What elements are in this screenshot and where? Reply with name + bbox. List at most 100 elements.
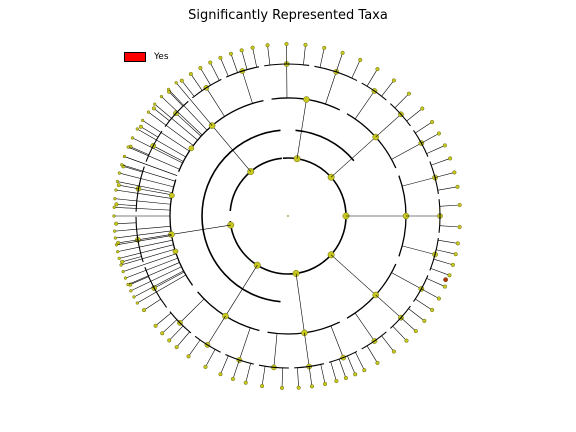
branch-line bbox=[426, 145, 445, 154]
taxon-node bbox=[413, 329, 418, 334]
branch-line bbox=[430, 268, 450, 276]
branch-line bbox=[230, 53, 238, 73]
branch-line bbox=[148, 111, 194, 146]
clade-arc bbox=[135, 216, 144, 263]
branch-line bbox=[137, 128, 186, 158]
clade-arc bbox=[258, 364, 289, 369]
branch-line bbox=[354, 90, 375, 120]
taxon-node bbox=[174, 81, 178, 85]
taxon-node bbox=[208, 60, 213, 65]
branch-line bbox=[439, 225, 460, 228]
branch-line bbox=[154, 103, 198, 141]
taxon-node bbox=[114, 202, 119, 207]
taxon-node bbox=[198, 65, 203, 71]
taxon-node bbox=[422, 318, 427, 323]
branch-line bbox=[119, 244, 174, 259]
branch-line bbox=[122, 256, 142, 263]
branch-line bbox=[220, 355, 229, 375]
taxon-node bbox=[168, 192, 175, 199]
branch-line bbox=[225, 265, 258, 317]
taxon-node bbox=[138, 124, 144, 129]
clade-arc bbox=[145, 130, 163, 162]
taxon-node bbox=[166, 87, 171, 92]
taxon-node bbox=[375, 67, 380, 72]
branch-line bbox=[169, 325, 184, 341]
taxon-node bbox=[391, 78, 396, 83]
branch-line bbox=[296, 99, 307, 159]
taxon-node bbox=[353, 372, 358, 377]
taxon-node bbox=[284, 41, 289, 47]
clade-arc bbox=[191, 78, 222, 99]
clade-arc bbox=[135, 166, 145, 212]
taxon-node bbox=[186, 354, 191, 359]
branch-line bbox=[130, 266, 182, 292]
taxon-node bbox=[253, 261, 261, 269]
branch-line bbox=[330, 254, 376, 296]
branch-line bbox=[175, 82, 213, 126]
branch-line bbox=[438, 239, 458, 244]
taxon-node bbox=[151, 106, 156, 111]
taxon-node bbox=[160, 331, 165, 336]
taxon-node bbox=[117, 171, 122, 175]
branch-line bbox=[168, 89, 208, 131]
taxon-node bbox=[140, 118, 145, 123]
taxon-node bbox=[114, 221, 119, 226]
branch-line bbox=[132, 137, 183, 164]
taxon-node bbox=[447, 273, 452, 278]
taxon-node bbox=[218, 372, 223, 377]
branch-line bbox=[426, 278, 445, 287]
branch-line bbox=[176, 331, 190, 348]
branch-line bbox=[130, 276, 149, 285]
branch-line bbox=[117, 181, 173, 193]
branch-line bbox=[347, 355, 356, 375]
branch-line bbox=[406, 108, 423, 122]
branch-line bbox=[381, 335, 395, 352]
branch-line bbox=[391, 142, 422, 160]
taxon-node bbox=[455, 184, 460, 189]
taxon-node bbox=[334, 379, 339, 384]
branch-line bbox=[391, 272, 422, 290]
taxon-node bbox=[293, 155, 301, 163]
taxon-node bbox=[203, 364, 208, 369]
branch-line bbox=[130, 146, 149, 156]
taxon-node bbox=[239, 48, 244, 53]
branch-line bbox=[400, 317, 417, 332]
taxon-node bbox=[448, 156, 453, 161]
branch-line bbox=[128, 146, 180, 170]
taxon-node bbox=[117, 256, 121, 261]
taxon-node bbox=[250, 45, 255, 50]
taxon-node bbox=[303, 42, 308, 47]
branch-line bbox=[433, 258, 454, 266]
branch-line bbox=[394, 93, 410, 109]
taxon-node bbox=[114, 188, 118, 192]
branch-line bbox=[116, 235, 172, 246]
taxon-node bbox=[309, 384, 314, 389]
branch-line bbox=[355, 352, 365, 371]
branch-line bbox=[421, 288, 440, 299]
branch-line bbox=[190, 73, 203, 91]
taxon-node bbox=[116, 249, 120, 254]
legend-label-yes: Yes bbox=[154, 52, 169, 62]
branch-line bbox=[354, 312, 375, 342]
taxon-node bbox=[455, 241, 460, 246]
clade-arc bbox=[144, 266, 168, 308]
branch-line bbox=[161, 96, 203, 136]
branch-line bbox=[261, 366, 266, 387]
branch-line bbox=[211, 125, 251, 172]
taxon-node bbox=[129, 289, 133, 293]
clade-arc bbox=[229, 157, 283, 212]
clade-arc bbox=[389, 103, 411, 127]
taxon-node bbox=[123, 276, 128, 280]
branch-line bbox=[220, 57, 229, 77]
branch-line bbox=[137, 234, 172, 241]
branch-line bbox=[325, 71, 337, 105]
branch-line bbox=[138, 188, 172, 196]
clade-arc bbox=[314, 65, 358, 82]
taxon-node bbox=[121, 269, 125, 274]
branch-line bbox=[127, 262, 180, 285]
taxon-node bbox=[126, 282, 130, 287]
branch-line bbox=[320, 364, 326, 385]
taxon-node bbox=[265, 43, 270, 48]
branch-line bbox=[153, 108, 170, 122]
